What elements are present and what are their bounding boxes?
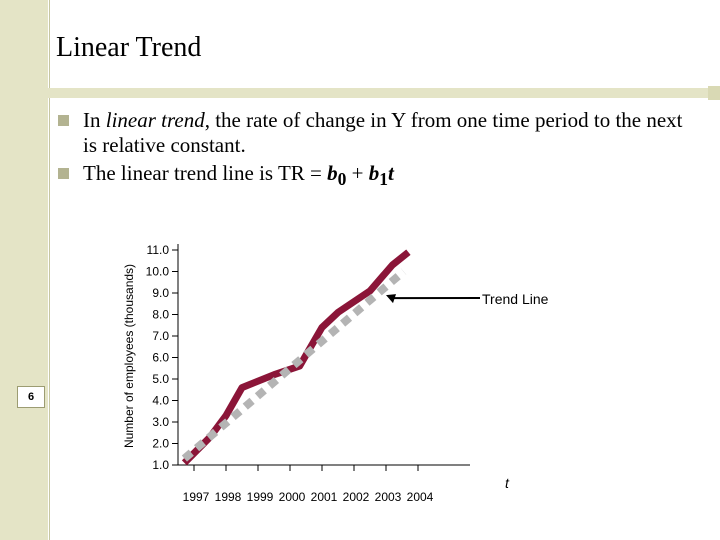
bullet-1-text-start: In	[83, 108, 106, 132]
bullet-item-2: The linear trend line is TR = b0 + b1t	[58, 161, 698, 192]
sidebar-divider	[49, 0, 50, 540]
formula-b0: b	[327, 161, 338, 185]
annotation-label: Trend Line	[482, 291, 549, 307]
title-underline-band	[48, 88, 720, 98]
x-tick-label: 1998	[215, 490, 242, 504]
x-tick-label: 1997	[183, 490, 210, 504]
formula-b0-subscript: 0	[337, 169, 347, 190]
y-tick-label: 2.0	[152, 437, 169, 451]
x-tick-label: 2002	[343, 490, 370, 504]
formula-t: t	[388, 161, 394, 185]
slide-number: 6	[17, 386, 45, 408]
y-tick-label: 7.0	[152, 329, 169, 343]
slide-title: Linear Trend	[56, 32, 202, 63]
formula-b1-subscript: 1	[379, 169, 388, 190]
annotation-arrowhead-icon	[386, 294, 396, 304]
x-tick-label: 2000	[279, 490, 306, 504]
y-tick-label: 9.0	[152, 286, 169, 300]
bullet-1-text-end: , the rate of change in Y from one time …	[83, 108, 683, 157]
bullet-list: In linear trend, the rate of change in Y…	[58, 108, 698, 195]
y-tick-label: 6.0	[152, 351, 169, 365]
x-tick-label: 2001	[311, 490, 338, 504]
bullet-square-icon	[58, 115, 69, 126]
sidebar-decoration	[0, 0, 48, 540]
x-tick-label: 2004	[407, 490, 434, 504]
y-axis-label: Number of employees (thousands)	[122, 264, 136, 448]
y-tick-label: 5.0	[152, 372, 169, 386]
y-tick-label: 1.0	[152, 458, 169, 472]
formula-plus: +	[346, 161, 369, 185]
bullet-2-text: The linear trend line is TR =	[83, 161, 328, 185]
y-tick-label: 4.0	[152, 394, 169, 408]
bullet-item-1: In linear trend, the rate of change in Y…	[58, 108, 698, 158]
series-trend-line	[181, 268, 407, 462]
x-tick-label: 1999	[247, 490, 274, 504]
y-tick-label: 11.0	[147, 243, 170, 257]
bullet-square-icon	[58, 168, 69, 179]
y-tick-label: 8.0	[152, 308, 169, 322]
series-actual-line	[181, 249, 411, 466]
bullet-1-emphasis: linear trend	[105, 108, 205, 132]
y-tick-label: 10.0	[146, 265, 170, 279]
x-axis-label: t	[505, 475, 510, 491]
title-band-end	[708, 86, 720, 100]
formula-b1: b	[368, 161, 380, 185]
y-tick-label: 3.0	[152, 415, 169, 429]
x-tick-label: 2003	[375, 490, 402, 504]
